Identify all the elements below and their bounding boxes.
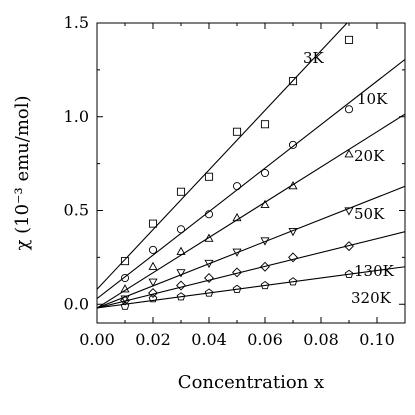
point-320K [176,292,186,301]
point-320K [344,269,354,278]
axis-ticks: 0.00 0.02 0.04 0.06 0.08 0.10 0.0 0.5 1.0 1.5 [64,13,405,349]
point-20K [288,181,298,190]
point-10K [288,140,298,149]
point-320K [120,301,130,310]
series-label-130K: 130K [354,262,395,280]
plot-frame [96,22,406,324]
point-130K [176,280,186,291]
point-20K [232,212,242,222]
series-label-320K: 320K [351,289,392,307]
point-50K [260,237,270,246]
point-10K [260,168,270,178]
point-50K [232,248,242,257]
point-10K [148,245,158,254]
series-label-50K: 50K [354,205,385,223]
point-20K [120,284,130,293]
y-tick-label: 1.0 [64,107,89,126]
point-130K [344,241,354,252]
point-3K [176,187,186,196]
point-3K [288,77,298,86]
x-tick-label: 0.00 [79,330,115,349]
point-50K [204,259,214,269]
point-20K [260,199,270,209]
point-3K [120,257,130,266]
point-130K [232,267,242,278]
point-10K [232,182,242,191]
point-130K [288,252,298,263]
point-50K [288,227,298,237]
fit-lines [97,23,405,309]
fit-line-10K [97,58,405,300]
series-label-3K: 3K [303,49,325,67]
series-label-20K: 20K [354,147,385,165]
point-3K [260,120,270,129]
fit-line-3K [97,23,348,290]
x-tick-label: 0.04 [191,330,227,349]
point-10K [176,225,186,234]
point-20K [176,246,186,255]
point-10K [120,273,130,283]
y-tick-label: 1.5 [64,13,89,32]
point-130K [260,261,270,272]
point-3K [344,35,354,44]
point-3K [232,127,242,136]
point-50K [344,207,354,216]
point-50K [176,269,186,278]
data-markers [120,35,354,310]
point-20K [344,149,354,158]
series-labels: 3K 10K 20K 50K 130K 320K [303,49,395,307]
point-130K [204,273,214,283]
point-320K [232,284,242,293]
point-10K [344,105,354,114]
x-tick-label: 0.08 [303,330,339,349]
point-3K [204,172,214,181]
point-320K [204,288,214,297]
series-label-10K: 10K [357,90,388,108]
point-130K [120,295,130,306]
fit-line-320K [97,266,405,309]
point-320K [148,294,158,303]
point-10K [204,210,214,219]
point-50K [148,278,158,287]
point-20K [148,261,158,270]
x-tick-label: 0.06 [247,330,283,349]
fit-line-130K [97,231,405,309]
y-tick-label: 0.5 [64,201,89,220]
fit-line-20K [97,113,405,309]
point-320K [260,280,270,290]
point-20K [204,233,214,242]
x-tick-label: 0.02 [135,330,171,349]
y-axis-title: χ (10⁻³ emu/mol) [12,95,33,250]
point-130K [148,288,158,298]
x-tick-label: 0.10 [359,330,395,349]
point-3K [148,219,158,228]
x-axis-title: Concentration x [178,372,324,393]
point-320K [288,277,298,286]
fit-line-50K [97,185,405,309]
y-tick-label: 0.0 [64,294,89,313]
